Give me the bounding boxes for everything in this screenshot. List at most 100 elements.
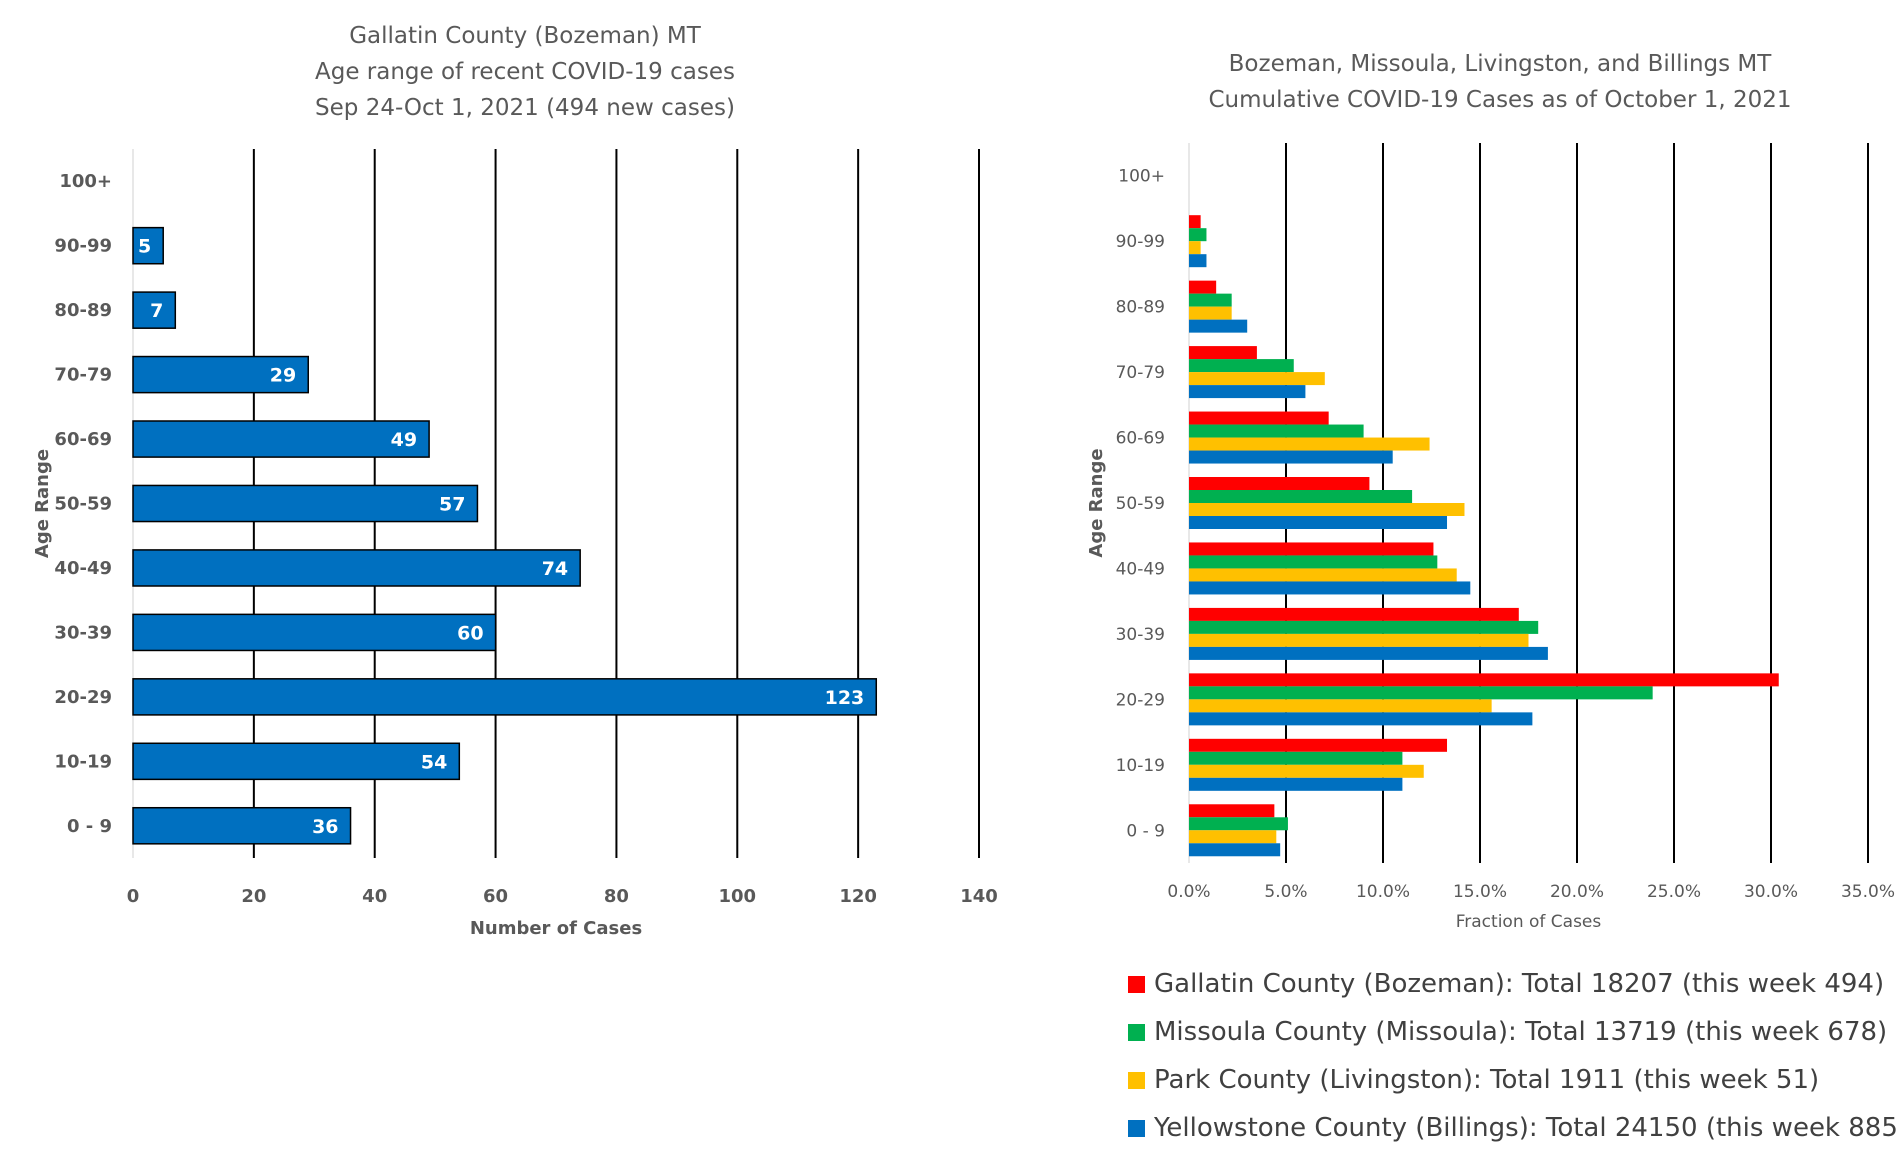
chart1-bar bbox=[132, 549, 581, 587]
legend-item: Yellowstone County (Billings): Total 241… bbox=[1128, 1104, 1900, 1152]
chart1-y-tick-label: 100+ bbox=[59, 171, 112, 192]
legend-swatch bbox=[1128, 975, 1145, 993]
chart1-y-axis-label: Age Range bbox=[32, 449, 53, 558]
chart2-bar bbox=[1189, 555, 1438, 569]
chart2-bar bbox=[1189, 777, 1403, 791]
chart2-y-tick-label: 0 - 9 bbox=[1126, 821, 1165, 841]
chart2-x-tick-label: 15.0% bbox=[1453, 882, 1507, 902]
chart1-x-tick-label: 80 bbox=[604, 886, 629, 907]
chart2-bar bbox=[1189, 843, 1281, 857]
chart2-bar bbox=[1189, 280, 1217, 294]
chart2-bar bbox=[1189, 804, 1275, 818]
chart2-y-tick-label: 70-79 bbox=[1116, 363, 1165, 383]
chart1-x-axis-label: Number of Cases bbox=[470, 918, 642, 939]
chart2-bar bbox=[1189, 319, 1248, 333]
chart1-y-tick-label: 40-49 bbox=[54, 558, 112, 579]
chart2-y-tick-label: 80-89 bbox=[1116, 298, 1165, 318]
chart1-title-line: Sep 24-Oct 1, 2021 (494 new cases) bbox=[315, 95, 735, 121]
chart1-y-tick-label: 80-89 bbox=[54, 300, 112, 321]
chart2-bar bbox=[1189, 581, 1471, 595]
chart2-y-tick-label: 20-29 bbox=[1116, 690, 1165, 710]
chart1-data-label: 123 bbox=[825, 687, 865, 709]
chart1-bar bbox=[132, 742, 461, 781]
chart2-bar bbox=[1189, 241, 1201, 255]
chart2-y-tick-label: 50-59 bbox=[1116, 494, 1165, 514]
chart2-bar bbox=[1189, 542, 1434, 556]
chart2-x-tick-label: 30.0% bbox=[1744, 882, 1798, 902]
chart1-x-tick-label: 100 bbox=[718, 886, 756, 907]
chart1-data-label: 49 bbox=[391, 429, 417, 451]
chart2-x-axis-label: Fraction of Cases bbox=[1456, 912, 1602, 932]
chart1-data-label: 5 bbox=[138, 236, 151, 258]
chart1-data-label: 54 bbox=[421, 751, 447, 773]
chart2-y-axis-label: Age Range bbox=[1086, 448, 1107, 557]
chart2-legend: Gallatin County (Bozeman): Total 18207 (… bbox=[1128, 960, 1900, 1152]
chart2-bar bbox=[1189, 228, 1207, 242]
chart2-bar bbox=[1189, 751, 1403, 765]
chart1-y-tick-label: 70-79 bbox=[54, 365, 112, 386]
chart2-bar bbox=[1189, 607, 1519, 621]
legend-swatch bbox=[1128, 1071, 1145, 1089]
chart2-bar bbox=[1189, 254, 1207, 268]
chart2-bar bbox=[1189, 359, 1294, 373]
chart2-bar bbox=[1189, 437, 1430, 451]
chart2-bar bbox=[1189, 738, 1448, 752]
chart2-bar bbox=[1189, 411, 1329, 425]
chart2-bar bbox=[1189, 633, 1529, 647]
chart2-x-tick-label: 0.0% bbox=[1167, 882, 1210, 902]
legend-label: Yellowstone County (Billings): Total 241… bbox=[1154, 1113, 1900, 1143]
chart2-bar bbox=[1189, 385, 1306, 399]
chart2-bar bbox=[1189, 712, 1533, 726]
legend-label: Park County (Livingston): Total 1911 (th… bbox=[1154, 1065, 1820, 1095]
chart2-bar bbox=[1189, 620, 1539, 634]
legend-swatch bbox=[1128, 1119, 1145, 1137]
legend-label: Missoula County (Missoula): Total 13719 … bbox=[1154, 1017, 1888, 1047]
chart1-title-line: Gallatin County (Bozeman) MT bbox=[349, 23, 701, 49]
chart2-y-tick-label: 100+ bbox=[1118, 167, 1165, 187]
chart2-bar bbox=[1189, 306, 1232, 320]
chart2-bar bbox=[1189, 424, 1364, 438]
chart2-bar bbox=[1189, 450, 1393, 464]
chart1-bar bbox=[132, 291, 177, 329]
chart2-bar bbox=[1189, 764, 1424, 778]
legend-item: Park County (Livingston): Total 1911 (th… bbox=[1128, 1056, 1900, 1104]
chart2-title-line: Bozeman, Missoula, Livingston, and Billi… bbox=[1228, 51, 1772, 77]
chart2-x-tick-label: 10.0% bbox=[1356, 882, 1410, 902]
chart1-bar bbox=[132, 613, 497, 652]
chart2-bar bbox=[1189, 646, 1548, 660]
chart2-bar bbox=[1189, 516, 1448, 529]
chart2-bar bbox=[1189, 503, 1465, 516]
chart1-x-tick-label: 140 bbox=[960, 886, 998, 907]
chart1-title-line: Age range of recent COVID-19 cases bbox=[315, 59, 735, 85]
chart2-bar bbox=[1189, 830, 1277, 844]
chart2-x-tick-label: 35.0% bbox=[1841, 882, 1895, 902]
chart1-bar bbox=[132, 806, 352, 845]
chart2-y-tick-label: 10-19 bbox=[1116, 756, 1165, 776]
chart2-bar bbox=[1189, 686, 1653, 700]
chart1-x-tick-label: 0 bbox=[127, 886, 140, 907]
chart2-y-tick-label: 60-69 bbox=[1116, 429, 1165, 449]
chart1-x-tick-label: 120 bbox=[839, 886, 877, 907]
chart2-bar bbox=[1189, 293, 1232, 307]
chart1-y-tick-label: 50-59 bbox=[54, 494, 112, 515]
chart2-bar bbox=[1189, 372, 1325, 386]
chart1-bar bbox=[132, 678, 878, 716]
chart1-data-label: 57 bbox=[439, 494, 465, 516]
legend-item: Gallatin County (Bozeman): Total 18207 (… bbox=[1128, 960, 1900, 1008]
chart1-bar bbox=[132, 420, 430, 458]
chart2-x-tick-label: 20.0% bbox=[1550, 882, 1604, 902]
chart2-y-tick-label: 90-99 bbox=[1116, 232, 1165, 252]
chart1-y-tick-label: 0 - 9 bbox=[67, 816, 112, 837]
chart2-x-tick-label: 5.0% bbox=[1264, 882, 1307, 902]
chart2-title-line: Cumulative COVID-19 Cases as of October … bbox=[1208, 87, 1792, 113]
chart2-bar bbox=[1189, 490, 1413, 503]
chart1-x-tick-label: 40 bbox=[362, 886, 387, 907]
chart2-bar bbox=[1189, 673, 1779, 687]
chart2-title: Bozeman, Missoula, Livingston, and Billi… bbox=[1080, 46, 1900, 118]
chart1-x-tick-label: 20 bbox=[241, 886, 266, 907]
chart1-bar bbox=[132, 355, 309, 394]
chart1-y-tick-label: 60-69 bbox=[54, 429, 112, 450]
chart1-data-label: 36 bbox=[312, 816, 338, 838]
chart2-bar bbox=[1189, 215, 1201, 229]
